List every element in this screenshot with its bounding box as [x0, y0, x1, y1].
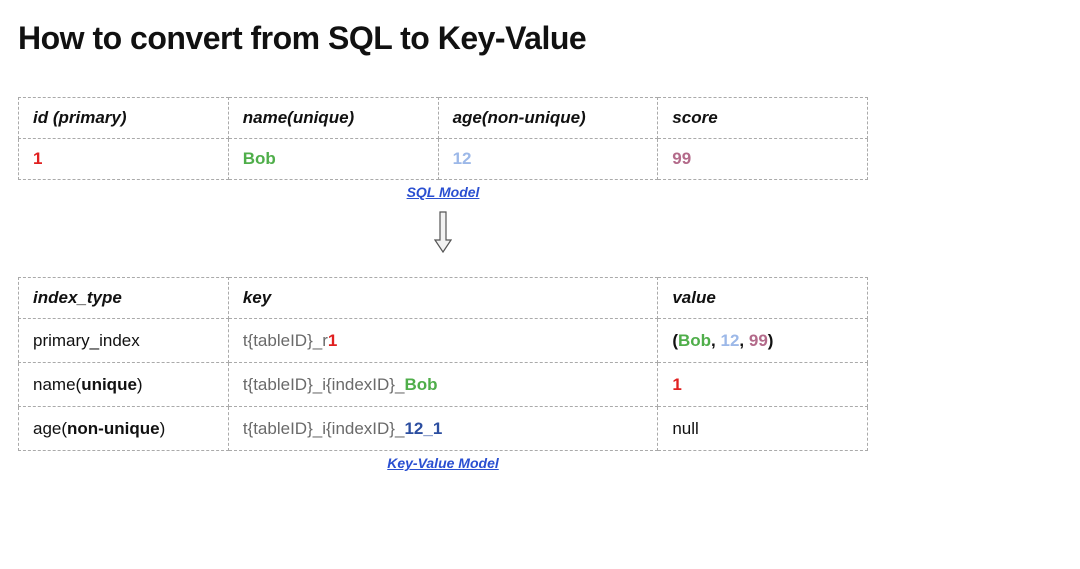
text-segment: Bob	[404, 375, 437, 394]
text-segment: )	[137, 375, 143, 394]
col-header: id (primary)	[19, 98, 229, 139]
text-segment: t{tableID}_i{indexID}_	[243, 419, 405, 438]
text-segment: age(	[33, 419, 67, 438]
sql-caption: SQL Model	[18, 184, 868, 200]
cell-age: 12	[438, 139, 658, 180]
text-segment: null	[672, 419, 698, 438]
table-row: 1 Bob 12 99	[19, 139, 868, 180]
text-segment: name(	[33, 375, 81, 394]
text-segment: non-unique	[67, 419, 160, 438]
text-segment: 1	[433, 419, 442, 438]
col-header: score	[658, 98, 868, 139]
table-header-row: index_type key value	[19, 278, 868, 319]
text-segment: ,	[739, 331, 748, 350]
page-title: How to convert from SQL to Key-Value	[18, 20, 1062, 57]
text-segment: _	[423, 419, 432, 438]
table-row: name(unique)t{tableID}_i{indexID}_Bob1	[19, 363, 868, 407]
text-segment: t{tableID}_i{indexID}_	[243, 375, 405, 394]
cell-key: t{tableID}_i{indexID}_Bob	[228, 363, 658, 407]
table-row: age(non-unique)t{tableID}_i{indexID}_12_…	[19, 407, 868, 451]
cell-value: null	[658, 407, 868, 451]
value-age: 12	[453, 149, 472, 168]
cell-value: 1	[658, 363, 868, 407]
text-segment: 1	[328, 331, 337, 350]
col-header: value	[658, 278, 868, 319]
text-segment: unique	[81, 375, 137, 394]
col-header: age(non-unique)	[438, 98, 658, 139]
value-id: 1	[33, 149, 42, 168]
value-score: 99	[672, 149, 691, 168]
text-segment: 12	[720, 331, 739, 350]
kv-caption: Key-Value Model	[18, 455, 868, 471]
cell-key: t{tableID}_i{indexID}_12_1	[228, 407, 658, 451]
text-segment: 12	[404, 419, 423, 438]
cell-score: 99	[658, 139, 868, 180]
sql-table: id (primary) name(unique) age(non-unique…	[18, 97, 868, 180]
col-header: key	[228, 278, 658, 319]
table-header-row: id (primary) name(unique) age(non-unique…	[19, 98, 868, 139]
value-name: Bob	[243, 149, 276, 168]
text-segment: 99	[749, 331, 768, 350]
cell-id: 1	[19, 139, 229, 180]
cell-index_type: age(non-unique)	[19, 407, 229, 451]
text-segment: )	[768, 331, 774, 350]
down-arrow	[18, 210, 868, 259]
arrow-down-icon	[434, 210, 452, 254]
cell-value: (Bob, 12, 99)	[658, 319, 868, 363]
col-header: index_type	[19, 278, 229, 319]
text-segment: t{tableID}_r	[243, 331, 328, 350]
text-segment: )	[160, 419, 166, 438]
text-segment: primary_index	[33, 331, 140, 350]
col-header: name(unique)	[228, 98, 438, 139]
cell-name: Bob	[228, 139, 438, 180]
kv-table: index_type key value primary_index t{tabl…	[18, 277, 868, 451]
cell-index_type: primary_index	[19, 319, 229, 363]
cell-index_type: name(unique)	[19, 363, 229, 407]
text-segment: 1	[672, 375, 681, 394]
cell-key: t{tableID}_r1	[228, 319, 658, 363]
table-row: primary_indext{tableID}_r1(Bob, 12, 99)	[19, 319, 868, 363]
text-segment: Bob	[678, 331, 711, 350]
